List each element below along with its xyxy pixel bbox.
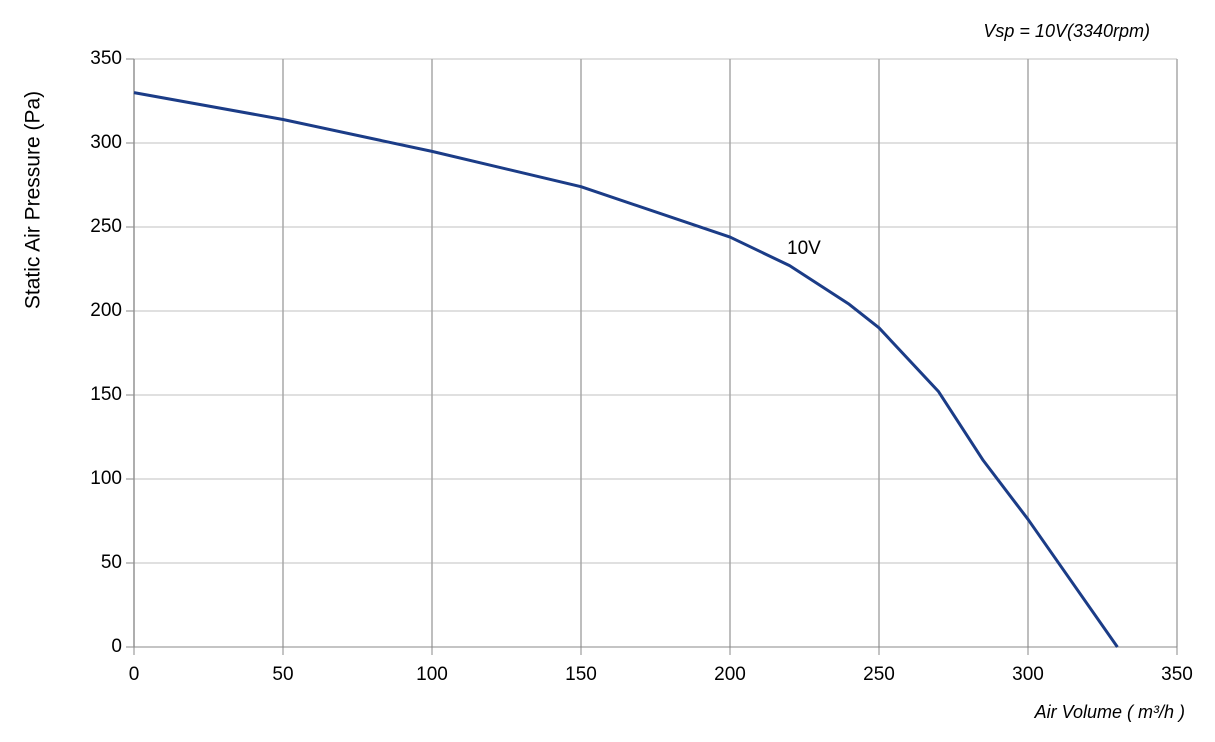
y-axis-label: Static Air Pressure (Pa) [22, 91, 45, 309]
chart-title: Vsp = 10V(3340rpm) [983, 21, 1150, 41]
y-tick-label: 150 [90, 384, 122, 405]
y-tick-label: 300 [90, 132, 122, 153]
line-series [133, 91, 1119, 648]
y-tick-label: 350 [90, 48, 122, 69]
x-tick-label: 150 [565, 664, 597, 685]
y-tick-label: 250 [90, 216, 122, 237]
x-tick-label: 250 [863, 664, 895, 685]
x-tick-label: 100 [416, 664, 448, 685]
x-tick-label: 50 [272, 664, 293, 685]
x-tick-label: 350 [1161, 664, 1193, 685]
x-tick-label: 0 [129, 664, 140, 685]
y-tick-label: 100 [90, 468, 122, 489]
x-tick-label: 300 [1012, 664, 1044, 685]
annotation: 10V [787, 238, 821, 259]
y-tick-label: 50 [101, 552, 122, 573]
x-tick-label: 200 [714, 664, 746, 685]
y-tick-label: 0 [111, 636, 122, 657]
x-axis-label: Air Volume ( m³/h ) [1034, 702, 1185, 722]
y-tick-label: 200 [90, 300, 122, 321]
